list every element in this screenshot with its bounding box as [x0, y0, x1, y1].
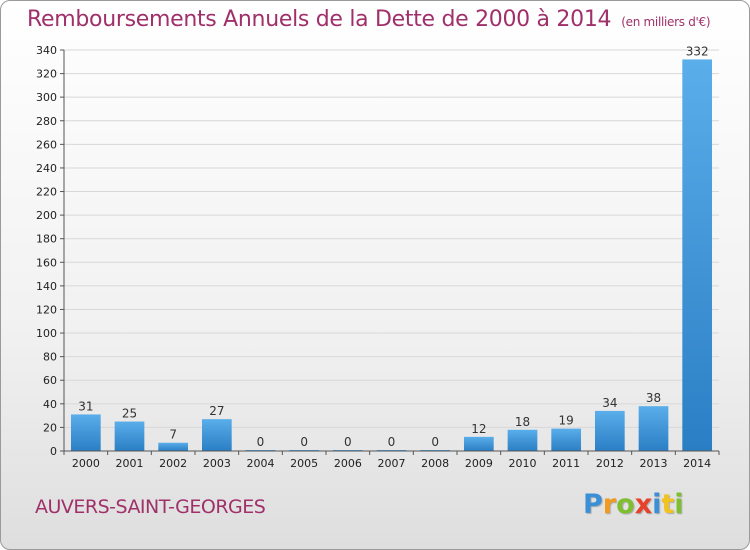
x-tick-label: 2003: [203, 457, 231, 470]
logo-letter: x: [634, 489, 653, 520]
data-label: 0: [388, 435, 396, 449]
x-tick-label: 2007: [378, 457, 406, 470]
y-tick-label: 220: [36, 186, 57, 199]
y-tick-label: 200: [36, 209, 57, 222]
y-tick-label: 320: [36, 68, 57, 81]
logo-letter: i: [674, 489, 684, 520]
bar: [551, 428, 582, 451]
y-tick-label: 240: [36, 162, 57, 175]
bar: [682, 59, 713, 451]
chart-title-text: Remboursements Annuels de la Dette de 20…: [27, 7, 612, 32]
y-tick-label: 100: [36, 327, 57, 340]
y-tick-label: 60: [43, 374, 57, 387]
logo-letter: P: [583, 489, 603, 520]
data-label: 27: [209, 404, 224, 418]
bar: [507, 429, 538, 451]
logo-letter: o: [616, 489, 635, 520]
x-tick-label: 2000: [72, 457, 100, 470]
y-tick-label: 340: [36, 44, 57, 57]
data-label: 0: [344, 435, 352, 449]
x-tick-label: 2002: [159, 457, 187, 470]
value-labels: 31 25 7 27 0 0 0 0 0 12 18 19 34 38 332: [78, 44, 708, 449]
y-tick-label: 0: [50, 445, 57, 458]
data-label: 25: [122, 407, 137, 421]
y-tick-label: 300: [36, 91, 57, 104]
data-label: 0: [257, 435, 265, 449]
logo-letter: t: [661, 489, 675, 520]
logo-letter: r: [602, 489, 617, 520]
data-label: 31: [78, 399, 93, 413]
y-tick-label: 260: [36, 138, 57, 151]
x-tick-label: 2010: [509, 457, 537, 470]
bar: [158, 442, 189, 451]
commune-name: AUVERS-SAINT-GEORGES: [35, 496, 266, 518]
y-tick-label: 40: [43, 398, 57, 411]
proxiti-logo[interactable]: Proxiti: [583, 489, 684, 520]
x-tick-label: 2011: [552, 457, 580, 470]
bar: [463, 436, 494, 451]
data-label: 38: [646, 391, 661, 405]
x-tick-label: 2001: [116, 457, 144, 470]
y-tick-label: 140: [36, 280, 57, 293]
data-label: 18: [515, 415, 530, 429]
data-label: 12: [471, 422, 486, 436]
bar: [114, 421, 145, 451]
x-tick-label: 2014: [683, 457, 711, 470]
data-label: 332: [686, 44, 709, 58]
x-tick-label: 2013: [640, 457, 668, 470]
x-tick-label: 2012: [596, 457, 624, 470]
logo-letter: i: [652, 489, 662, 520]
y-tick-label: 180: [36, 233, 57, 246]
data-label: 7: [169, 428, 177, 442]
axes: 0204060801001201401601802002202402602803…: [36, 44, 720, 470]
data-label: 19: [559, 414, 574, 428]
y-tick-label: 20: [43, 421, 57, 434]
data-label: 0: [431, 435, 439, 449]
bars-layer: [70, 59, 713, 451]
x-tick-label: 2009: [465, 457, 493, 470]
y-tick-label: 120: [36, 303, 57, 316]
y-tick-label: 80: [43, 351, 57, 364]
x-tick-label: 2004: [247, 457, 275, 470]
grid-layer: [64, 49, 719, 428]
bar: [201, 419, 232, 451]
data-label: 34: [602, 396, 617, 410]
x-tick-label: 2005: [290, 457, 318, 470]
chart-unit: (en milliers d'€): [621, 15, 711, 29]
y-tick-label: 160: [36, 256, 57, 269]
y-tick-label: 280: [36, 115, 57, 128]
bar: [594, 410, 625, 451]
x-tick-label: 2008: [421, 457, 449, 470]
bar: [70, 414, 101, 451]
chart-title: Remboursements Annuels de la Dette de 20…: [27, 7, 711, 32]
bar: [638, 406, 669, 451]
x-tick-label: 2006: [334, 457, 362, 470]
data-label: 0: [300, 435, 308, 449]
